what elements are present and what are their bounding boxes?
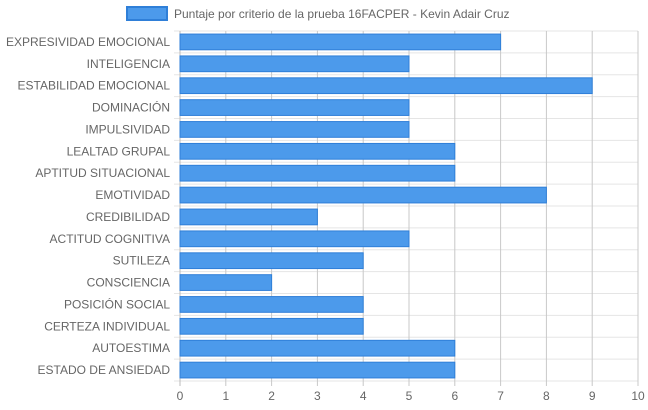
bar[interactable] <box>179 274 273 291</box>
bar[interactable] <box>179 55 410 73</box>
category-labels: EXPRESIVIDAD EMOCIONAL INTELIGENCIA ESTABI… <box>6 35 170 377</box>
x-tick-label: 8 <box>543 389 550 403</box>
bar[interactable] <box>179 252 364 270</box>
x-tick-label: 6 <box>451 389 458 403</box>
bars <box>179 33 593 379</box>
x-tick-label: 0 <box>177 389 184 403</box>
category-label: CERTEZA INDIVIDUAL <box>44 319 170 333</box>
x-tick-label: 2 <box>268 389 275 403</box>
category-label: SUTILEZA <box>113 254 170 268</box>
bar[interactable] <box>179 208 318 226</box>
category-label: IMPULSIVIDAD <box>85 122 170 136</box>
bar[interactable] <box>179 361 456 379</box>
x-tick-label: 9 <box>589 389 596 403</box>
category-label: APTITUD SITUACIONAL <box>35 166 170 180</box>
category-label: EXPRESIVIDAD EMOCIONAL <box>6 35 170 49</box>
grid-lines <box>174 30 639 386</box>
category-label: LEALTAD GRUPAL <box>67 144 171 158</box>
bar[interactable] <box>179 77 593 95</box>
x-tick-label: 1 <box>222 389 229 403</box>
legend-label: Puntaje por criterio de la prueba 16FACP… <box>174 7 510 21</box>
category-label: DOMINACIÓN <box>92 100 170 115</box>
bar[interactable] <box>179 339 456 357</box>
legend-swatch <box>126 6 168 21</box>
bar[interactable] <box>179 296 364 313</box>
bar[interactable] <box>179 121 410 138</box>
x-tick-label: 3 <box>314 389 321 403</box>
bar[interactable] <box>179 33 502 51</box>
category-label: INTELIGENCIA <box>87 57 170 71</box>
x-tick-label: 7 <box>497 389 504 403</box>
category-label: ACTITUD COGNITIVA <box>50 232 170 246</box>
bar[interactable] <box>179 99 410 116</box>
x-tick-label: 5 <box>406 389 413 403</box>
bar[interactable] <box>179 186 547 204</box>
bar[interactable] <box>179 142 456 160</box>
category-label: EMOTIVIDAD <box>95 188 170 202</box>
x-axis-tick-labels: 0 1 2 3 4 5 6 7 8 9 10 <box>177 389 645 403</box>
x-tick-label: 10 <box>631 389 645 403</box>
category-label: CREDIBILIDAD <box>86 210 170 224</box>
category-label: POSICIÓN SOCIAL <box>64 296 170 311</box>
x-tick-label: 4 <box>360 389 367 403</box>
category-label: CONSCIENCIA <box>87 276 170 290</box>
bar[interactable] <box>179 317 364 335</box>
category-label: AUTOESTIMA <box>92 341 170 355</box>
bar[interactable] <box>179 164 456 182</box>
category-label: ESTADO DE ANSIEDAD <box>38 363 171 377</box>
category-label: ESTABILIDAD EMOCIONAL <box>18 79 171 93</box>
bar[interactable] <box>179 230 410 248</box>
legend[interactable]: Puntaje por criterio de la prueba 16FACP… <box>126 6 510 21</box>
